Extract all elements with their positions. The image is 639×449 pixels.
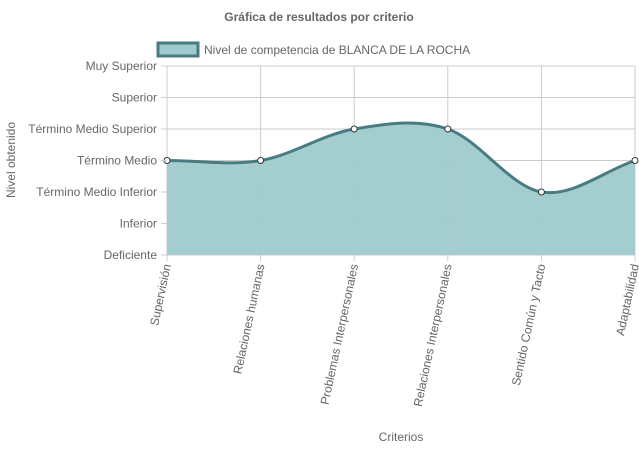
data-point[interactable] bbox=[444, 125, 452, 133]
x-tick-label: Adaptabilidad bbox=[613, 263, 639, 337]
y-tick-label: Inferior bbox=[120, 217, 157, 231]
x-axis-ticks: Supervisión Relaciones humanas Problemas I… bbox=[147, 262, 639, 407]
y-axis-ticks: Deficiente Inferior Término Medio Inferior… bbox=[28, 59, 167, 262]
x-axis-title: Criterios bbox=[379, 430, 424, 444]
data-point[interactable] bbox=[257, 157, 265, 164]
y-tick-label: Término Medio Superior bbox=[28, 122, 157, 136]
y-tick-label: Término Medio bbox=[77, 154, 157, 168]
x-tick-label: Problemas Interpersonales bbox=[318, 263, 362, 406]
y-tick-label: Muy Superior bbox=[86, 59, 157, 73]
data-point[interactable] bbox=[537, 188, 545, 196]
legend[interactable]: Nivel de competencia de BLANCA DE LA ROC… bbox=[156, 41, 470, 58]
data-area bbox=[166, 121, 636, 255]
legend-label: Nivel de competencia de BLANCA DE LA ROC… bbox=[204, 43, 470, 57]
data-point[interactable] bbox=[350, 125, 358, 133]
y-tick-label: Deficiente bbox=[104, 248, 158, 262]
chart-title: Gráfica de resultados por criterio bbox=[224, 10, 413, 24]
x-tick-label: Sentido Común y Tacto bbox=[509, 262, 549, 386]
y-tick-label: Superior bbox=[112, 91, 157, 105]
x-tick-label: Relaciones Interpersonales bbox=[411, 263, 455, 408]
x-tick-label: Relaciones humanas bbox=[231, 263, 268, 376]
series-area-fill bbox=[167, 122, 635, 255]
legend-swatch bbox=[156, 41, 200, 58]
data-points bbox=[163, 125, 639, 196]
y-axis-title: Nivel obtenido bbox=[4, 122, 18, 198]
y-tick-label: Término Medio Inferior bbox=[36, 185, 157, 199]
data-point[interactable] bbox=[631, 157, 639, 164]
x-tick-label: Supervisión bbox=[147, 263, 174, 327]
